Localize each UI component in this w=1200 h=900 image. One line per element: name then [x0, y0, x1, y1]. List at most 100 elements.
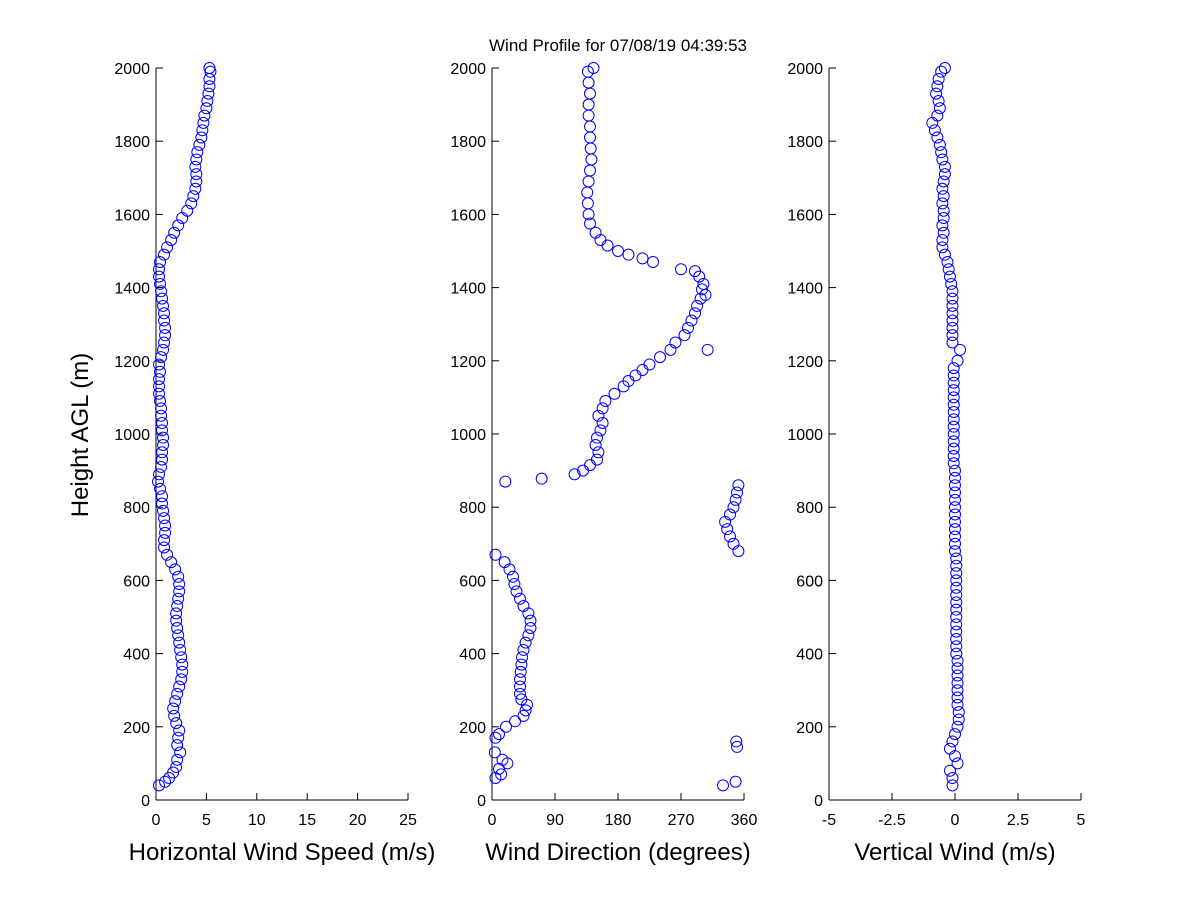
speed-data-point — [154, 365, 167, 378]
speed-data-point — [200, 102, 213, 115]
vertical-data-point — [951, 691, 964, 704]
direction-data-point — [514, 687, 526, 700]
y-tick-label: 400 — [796, 647, 823, 664]
speed-data-point — [156, 292, 169, 305]
y-tick-label: 800 — [459, 500, 486, 517]
vertical-data-point — [947, 391, 960, 404]
speed-data-point — [155, 285, 168, 298]
vertical-data-point — [949, 464, 961, 477]
vertical-data-point — [950, 581, 963, 594]
speed-data-point — [154, 482, 167, 495]
direction-data-point — [717, 779, 729, 792]
direction-data-point — [589, 226, 602, 239]
speed-data-point — [156, 497, 169, 510]
direction-data-point — [697, 277, 710, 290]
direction-data-point — [675, 263, 687, 276]
direction-data-point — [517, 643, 530, 656]
y-tick-label: 1200 — [114, 354, 150, 371]
direction-data-point — [581, 186, 594, 199]
direction-data-point — [516, 651, 529, 664]
direction-data-point — [591, 453, 603, 466]
vertical-data-point — [936, 241, 949, 254]
direction-data-point — [643, 358, 656, 371]
speed-data-point — [170, 614, 183, 627]
direction-data-point — [636, 252, 649, 265]
speed-data-point — [157, 504, 170, 517]
speed-data-point — [190, 153, 203, 166]
speed-data-point — [171, 600, 184, 613]
y-tick-label: 200 — [459, 720, 486, 737]
x-tick-label: 25 — [399, 812, 417, 829]
speed-data-point — [154, 255, 167, 268]
vertical-data-point — [951, 669, 964, 682]
vertical-data-point — [937, 175, 950, 188]
vertical-data-point — [949, 486, 961, 499]
speed-data-point — [175, 651, 188, 664]
vertical-data-point — [935, 146, 948, 159]
speed-data-point — [170, 607, 183, 620]
vertical-data-point — [950, 625, 963, 638]
vertical-data-point — [949, 728, 961, 741]
x-tick-label: -2.5 — [878, 812, 906, 829]
direction-data-point — [727, 501, 740, 514]
speed-data-point — [187, 190, 200, 203]
direction-data-point — [584, 142, 597, 155]
vertical-data-point — [937, 226, 950, 239]
direction-data-point — [587, 62, 600, 74]
x-tick-label: 0 — [152, 812, 161, 829]
direction-data-point — [508, 578, 521, 591]
direction-data-point — [592, 409, 605, 422]
vertical-data-point — [947, 398, 960, 411]
y-tick-label: 600 — [123, 573, 150, 590]
direction-data-point — [608, 387, 621, 400]
vertical-data-point — [937, 190, 950, 203]
vertical-data-point — [946, 299, 959, 312]
vertical-data-point — [951, 676, 964, 689]
speed-data-point — [172, 592, 185, 605]
speed-data-point — [167, 702, 180, 715]
direction-data-point — [568, 468, 581, 481]
speed-data-point — [195, 131, 208, 144]
direction-data-point — [517, 709, 530, 722]
speed-data-point — [173, 724, 186, 737]
speed-data-point — [181, 204, 194, 217]
figure-title: Wind Profile for 07/08/19 04:39:53 — [489, 36, 747, 55]
speed-data-point — [173, 578, 186, 591]
speed-data-point — [174, 746, 187, 759]
y-tick-label: 1000 — [787, 427, 823, 444]
y-tick-label: 2000 — [787, 61, 823, 78]
direction-data-point — [503, 563, 516, 576]
vertical-data-point — [946, 329, 959, 342]
direction-data-point — [519, 636, 532, 649]
direction-data-point — [581, 197, 594, 210]
vertical-data-point — [947, 376, 960, 389]
vertical-data-point — [946, 779, 959, 792]
vertical-data-point — [933, 102, 946, 115]
x-tick-label: 10 — [248, 812, 266, 829]
y-tick-label: 1800 — [787, 134, 823, 151]
panel-wind-direction: 0 200 400 600 800 1000 1200 1400 1600 1800 2000 0 90… — [450, 61, 757, 866]
direction-data-point — [612, 245, 624, 257]
vertical-data-point — [952, 706, 965, 719]
speed-data-point — [156, 424, 169, 437]
vertical-data-point — [937, 204, 950, 217]
speed-data-point — [203, 80, 216, 93]
direction-data-point — [584, 217, 596, 230]
direction-data-point — [584, 131, 596, 144]
vertical-data-point — [931, 109, 944, 122]
vertical-data-point — [946, 321, 959, 334]
speed-data-point — [185, 197, 198, 210]
direction-data-point — [585, 153, 598, 166]
speed-data-point — [153, 387, 166, 400]
x-tick-label: 2.5 — [1007, 812, 1029, 829]
y-tick-label: 2000 — [114, 61, 150, 78]
direction-data-point — [507, 570, 519, 583]
vertical-data-point — [951, 354, 964, 367]
vertical-data-point — [950, 611, 963, 623]
vertical-data-point — [951, 720, 964, 733]
direction-data-point — [724, 508, 736, 521]
speed-data-point — [156, 453, 169, 466]
direction-data-point — [596, 402, 609, 415]
direction-data-point — [500, 720, 512, 733]
speed-data-point — [155, 351, 168, 364]
